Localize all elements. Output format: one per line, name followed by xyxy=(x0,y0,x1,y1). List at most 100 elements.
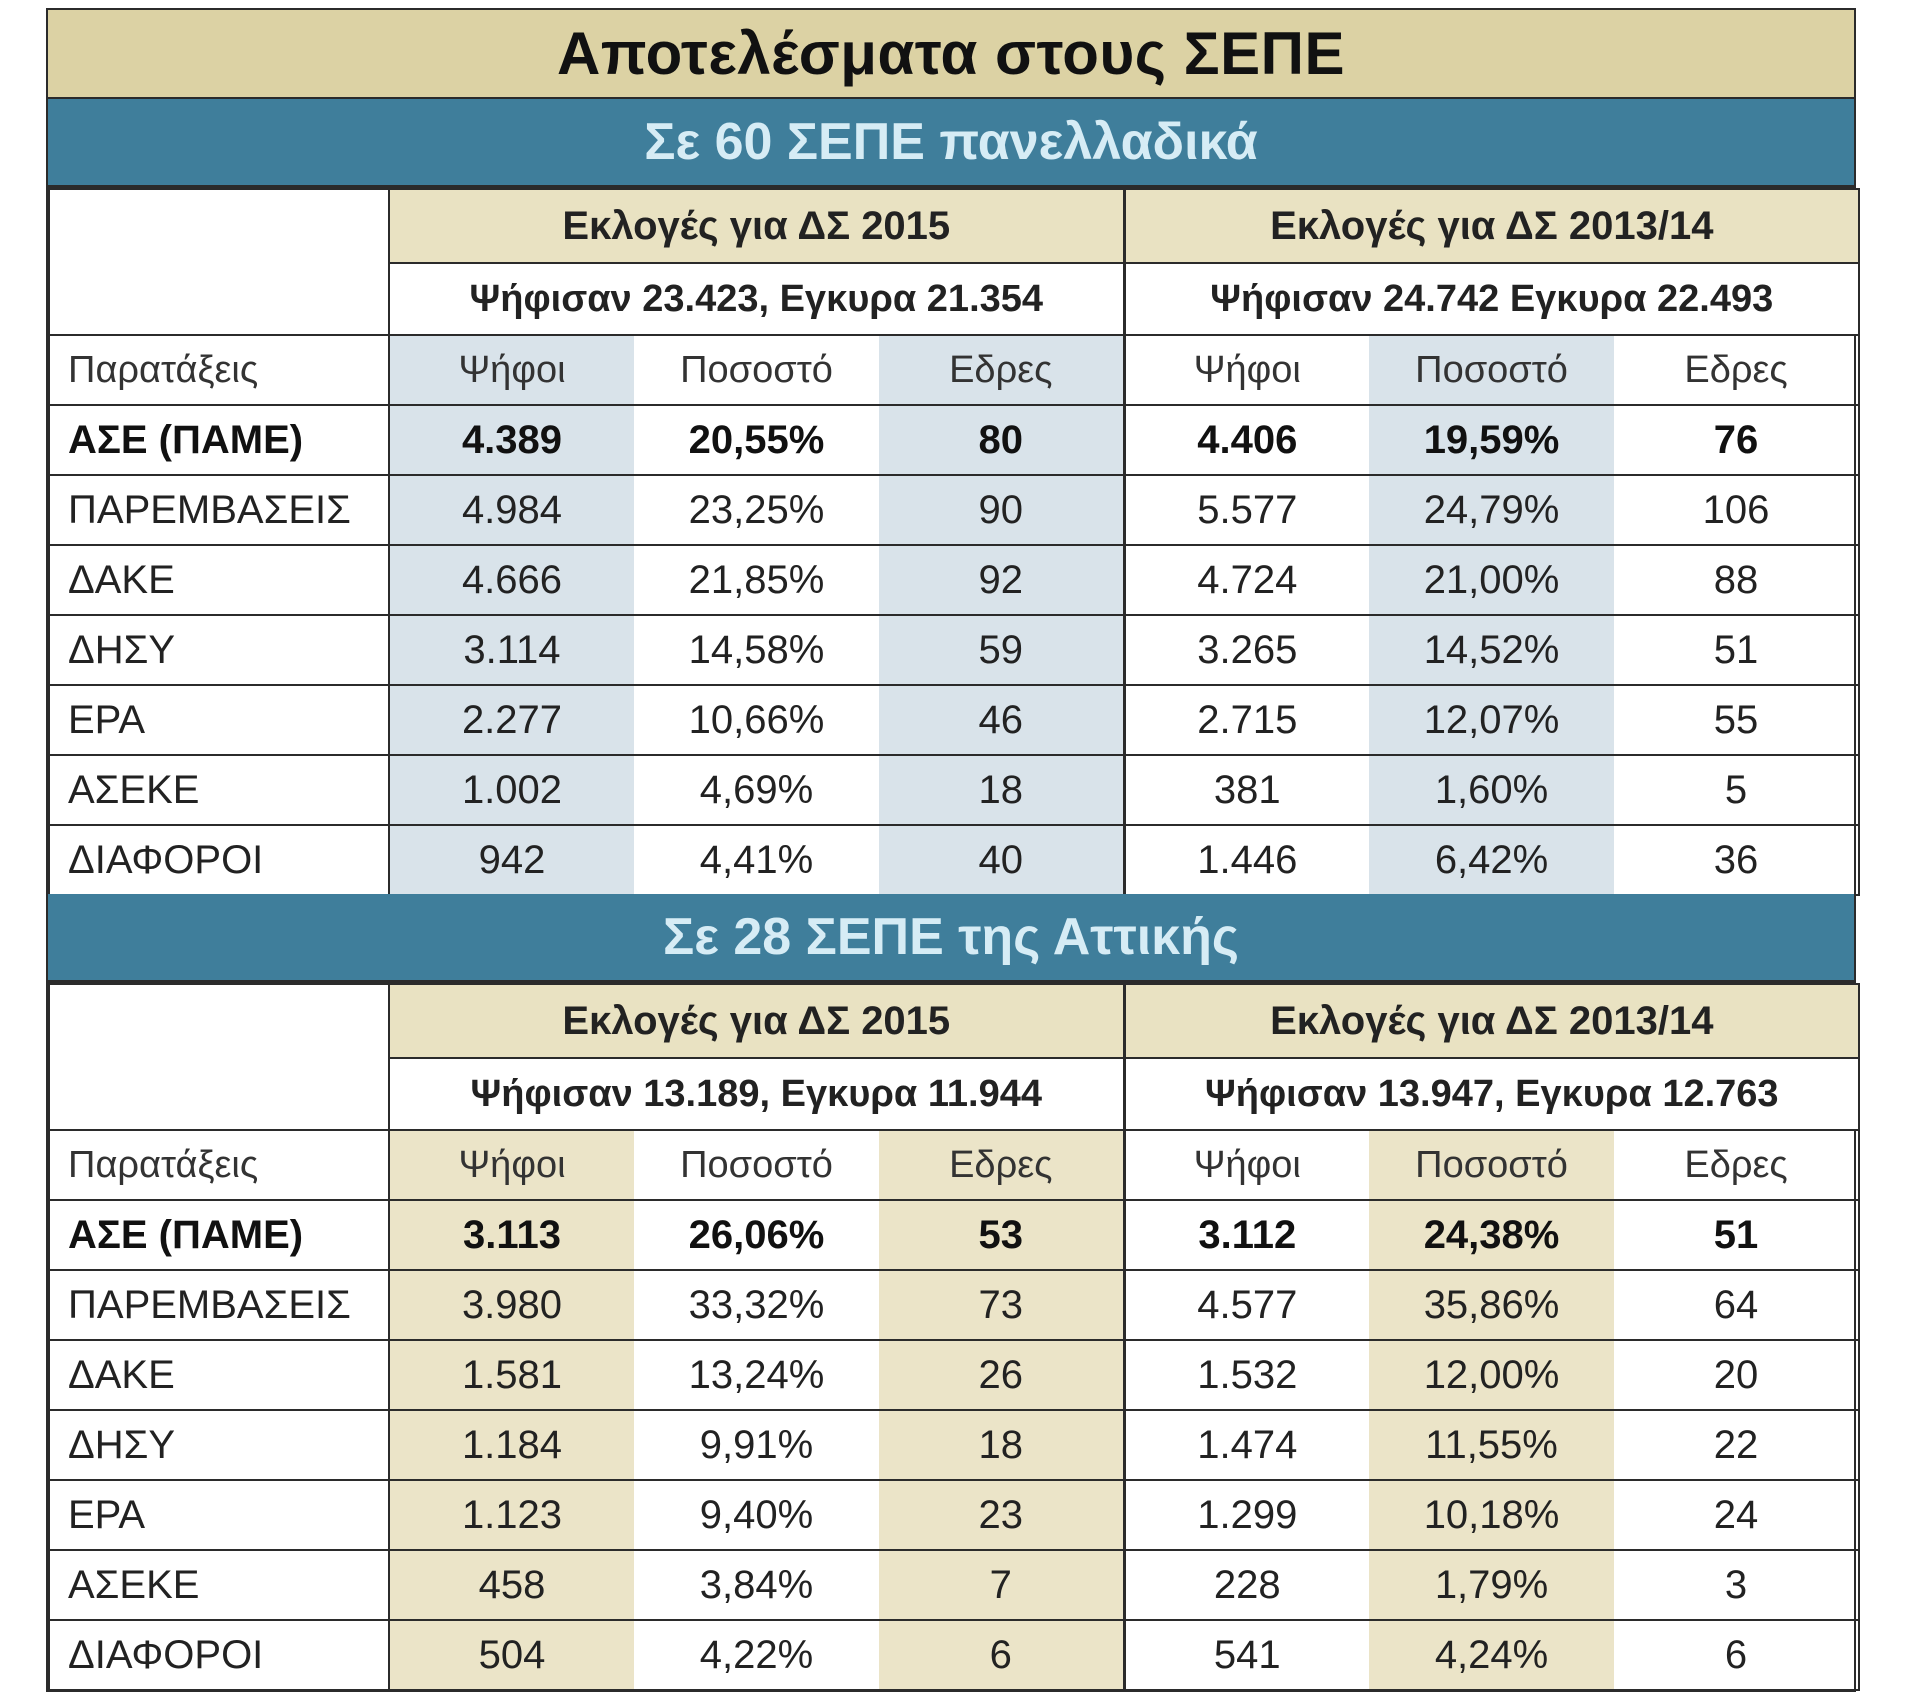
election-header-row: Εκλογές για ΔΣ 2015 Εκλογές για ΔΣ 2013/1… xyxy=(48,188,1861,336)
seats-2015: 26 xyxy=(879,1339,1126,1411)
seats-2015: 7 xyxy=(879,1549,1126,1621)
seats-2013-14: 51 xyxy=(1614,614,1861,686)
column-header-seats: Εδρες xyxy=(879,334,1126,406)
table-row: ΠΑΡΕΜΒΑΣΕΙΣ 4.984 23,25% 90 5.577 24,79% 106 xyxy=(48,474,1861,546)
votes-2015: 2.277 xyxy=(388,684,634,756)
table-row: ΠΑΡΕΜΒΑΣΕΙΣ 3.980 33,32% 73 4.577 35,86% 64 xyxy=(48,1269,1861,1341)
seats-2015: 18 xyxy=(879,754,1126,826)
votes-2013-14: 1.299 xyxy=(1122,1479,1370,1551)
percent-2013-14: 1,79% xyxy=(1369,1549,1615,1621)
percent-2015: 4,69% xyxy=(634,754,879,826)
turnout-row: Ψήφισαν 13.189, Εγκυρα 11.944 Ψήφισαν 13.… xyxy=(49,1057,1861,1131)
percent-2013-14: 12,07% xyxy=(1369,684,1615,756)
percent-2013-14: 21,00% xyxy=(1369,544,1615,616)
table-row: ΕΡΑ 1.123 9,40% 23 1.299 10,18% 24 xyxy=(48,1479,1861,1551)
percent-2015: 33,32% xyxy=(634,1269,879,1341)
seats-2015: 80 xyxy=(879,404,1126,476)
table-row: ΑΣΕΚΕ 458 3,84% 7 228 1,79% 3 xyxy=(48,1549,1861,1621)
table-row: ΕΡΑ 2.277 10,66% 46 2.715 12,07% 55 xyxy=(48,684,1861,756)
percent-2015: 13,24% xyxy=(634,1339,879,1411)
party-name: ΔΗΣΥ xyxy=(48,1409,390,1481)
table-row: ΔΗΣΥ 1.184 9,91% 18 1.474 11,55% 22 xyxy=(48,1409,1861,1481)
election-header-row: Εκλογές για ΔΣ 2015 Εκλογές για ΔΣ 2013/1… xyxy=(48,983,1861,1131)
seats-2013-14: 55 xyxy=(1614,684,1861,756)
votes-2013-14: 228 xyxy=(1122,1549,1370,1621)
table-row: ΔΙΑΦΟΡΟΙ 504 4,22% 6 541 4,24% 6 xyxy=(48,1619,1861,1691)
votes-2015: 4.984 xyxy=(388,474,634,546)
seats-2013-14: 88 xyxy=(1614,544,1861,616)
column-header-party: Παρατάξεις xyxy=(48,1129,390,1201)
turnout-2015: Ψήφισαν 13.189, Εγκυρα 11.944 xyxy=(387,1057,1126,1131)
column-header-votes: Ψήφοι xyxy=(388,1129,634,1201)
seats-2013-14: 5 xyxy=(1614,754,1861,826)
seats-2013-14: 6 xyxy=(1614,1619,1861,1691)
column-header-percent: Ποσοστό xyxy=(1369,1129,1615,1201)
column-header-seats: Εδρες xyxy=(1614,334,1861,406)
percent-2013-14: 12,00% xyxy=(1369,1339,1615,1411)
section-heading: Σε 28 ΣΕΠΕ της Αττικής xyxy=(48,894,1854,983)
percent-2013-14: 24,38% xyxy=(1369,1199,1615,1271)
votes-2013-14: 4.724 xyxy=(1122,544,1370,616)
votes-2013-14: 1.532 xyxy=(1122,1339,1370,1411)
party-name: ΔΗΣΥ xyxy=(48,614,390,686)
election-2013-14-label: Εκλογές για ΔΣ 2013/14 xyxy=(1122,983,1861,1059)
party-name: ΕΡΑ xyxy=(48,684,390,756)
table-row: ΔΙΑΦΟΡΟΙ 942 4,41% 40 1.446 6,42% 36 xyxy=(48,824,1861,896)
votes-2013-14: 2.715 xyxy=(1122,684,1370,756)
seats-2015: 59 xyxy=(879,614,1126,686)
empty-corner-cell xyxy=(48,188,390,336)
seats-2013-14: 20 xyxy=(1614,1339,1861,1411)
votes-2015: 4.666 xyxy=(388,544,634,616)
votes-2013-14: 381 xyxy=(1122,754,1370,826)
seats-2015: 73 xyxy=(879,1269,1126,1341)
percent-2015: 23,25% xyxy=(634,474,879,546)
seats-2013-14: 3 xyxy=(1614,1549,1861,1621)
election-2015-label: Εκλογές για ΔΣ 2015 xyxy=(387,983,1126,1059)
votes-2015: 458 xyxy=(388,1549,634,1621)
seats-2013-14: 36 xyxy=(1614,824,1861,896)
party-name: ΠΑΡΕΜΒΑΣΕΙΣ xyxy=(48,1269,390,1341)
seats-2013-14: 24 xyxy=(1614,1479,1861,1551)
votes-2015: 942 xyxy=(388,824,634,896)
table-row: ΔΑΚΕ 1.581 13,24% 26 1.532 12,00% 20 xyxy=(48,1339,1861,1411)
votes-2013-14: 4.577 xyxy=(1122,1269,1370,1341)
party-name: ΠΑΡΕΜΒΑΣΕΙΣ xyxy=(48,474,390,546)
turnout-2013-14: Ψήφισαν 13.947, Εγκυρα 12.763 xyxy=(1122,1057,1861,1131)
percent-2015: 4,22% xyxy=(634,1619,879,1691)
votes-2013-14: 3.265 xyxy=(1122,614,1370,686)
seats-2015: 90 xyxy=(879,474,1126,546)
seats-2015: 53 xyxy=(879,1199,1126,1271)
party-name: ΑΣΕ (ΠΑΜΕ) xyxy=(48,1199,390,1271)
percent-2015: 9,91% xyxy=(634,1409,879,1481)
percent-2015: 3,84% xyxy=(634,1549,879,1621)
votes-2013-14: 541 xyxy=(1122,1619,1370,1691)
column-header-percent: Ποσοστό xyxy=(634,1129,879,1201)
column-header-votes: Ψήφοι xyxy=(388,334,634,406)
column-header-votes: Ψήφοι xyxy=(1122,334,1370,406)
percent-2013-14: 19,59% xyxy=(1369,404,1615,476)
percent-2013-14: 10,18% xyxy=(1369,1479,1615,1551)
party-name: ΑΣΕΚΕ xyxy=(48,1549,390,1621)
column-header-seats: Εδρες xyxy=(1614,1129,1861,1201)
percent-2013-14: 14,52% xyxy=(1369,614,1615,686)
percent-2015: 26,06% xyxy=(634,1199,879,1271)
results-table: Εκλογές για ΔΣ 2015 Εκλογές για ΔΣ 2013/1… xyxy=(48,188,1861,896)
votes-2013-14: 3.112 xyxy=(1122,1199,1370,1271)
seats-2013-14: 76 xyxy=(1614,404,1861,476)
party-name: ΔΑΚΕ xyxy=(48,544,390,616)
column-header-percent: Ποσοστό xyxy=(1369,334,1615,406)
seats-2013-14: 51 xyxy=(1614,1199,1861,1271)
party-name: ΑΣΕ (ΠΑΜΕ) xyxy=(48,404,390,476)
party-name: ΔΑΚΕ xyxy=(48,1339,390,1411)
seats-2015: 92 xyxy=(879,544,1126,616)
table-row: ΑΣΕΚΕ 1.002 4,69% 18 381 1,60% 5 xyxy=(48,754,1861,826)
party-name: ΔΙΑΦΟΡΟΙ xyxy=(48,1619,390,1691)
column-header-party: Παρατάξεις xyxy=(48,334,390,406)
seats-2013-14: 22 xyxy=(1614,1409,1861,1481)
column-header-row: Παρατάξεις Ψήφοι Ποσοστό Εδρες Ψήφοι Ποσοστό Ε… xyxy=(48,334,1861,406)
section-heading: Σε 60 ΣΕΠΕ πανελλαδικά xyxy=(48,99,1854,188)
table-row: ΔΑΚΕ 4.666 21,85% 92 4.724 21,00% 88 xyxy=(48,544,1861,616)
percent-2013-14: 35,86% xyxy=(1369,1269,1615,1341)
percent-2013-14: 1,60% xyxy=(1369,754,1615,826)
votes-2015: 1.123 xyxy=(388,1479,634,1551)
